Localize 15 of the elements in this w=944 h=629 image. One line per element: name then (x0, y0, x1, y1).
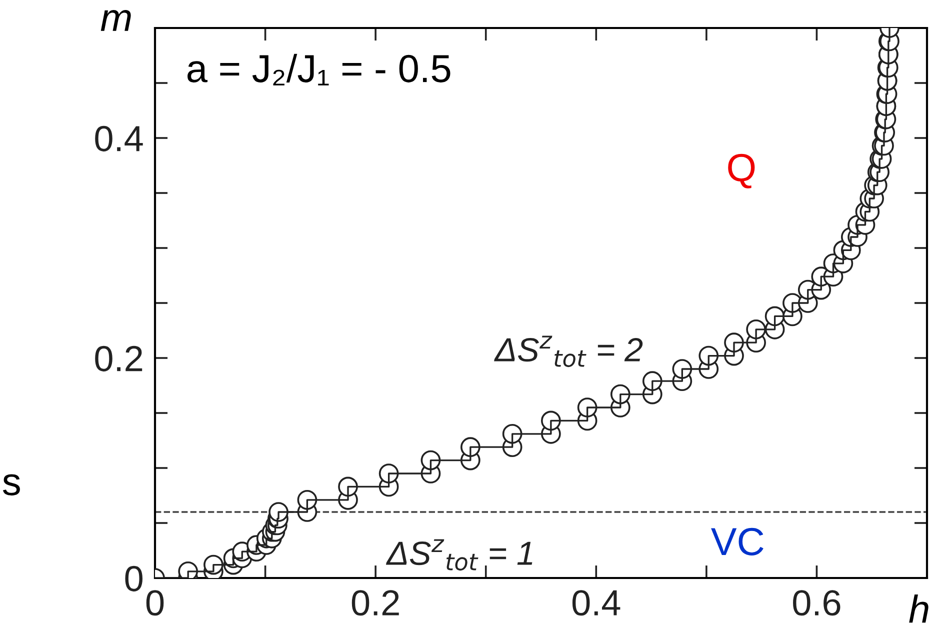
y-tick-label: 0 (125, 566, 142, 592)
annotation: Q (728, 154, 755, 188)
annotation: VC (711, 528, 764, 556)
y-tick-label: 0.4 (95, 126, 143, 152)
x-tick-label: 0.6 (793, 590, 840, 616)
x-tick-label: 0.4 (572, 590, 620, 616)
annotation: ΔS$^{z}$$_{tot}$ = 2 (494, 336, 643, 368)
text: s (2, 474, 20, 496)
annotation: a = J₂/J₁ = - 0.5 (188, 54, 450, 86)
y-axis-title: m (100, 10, 131, 31)
y-tick-label: 0.2 (95, 346, 142, 372)
annotation: ΔS$^{z}$$_{tot}$ = 1 (386, 539, 532, 571)
x-tick-label: 0 (146, 590, 164, 616)
x-axis-title: h (909, 594, 928, 623)
x-tick-label: 0.2 (352, 590, 399, 616)
